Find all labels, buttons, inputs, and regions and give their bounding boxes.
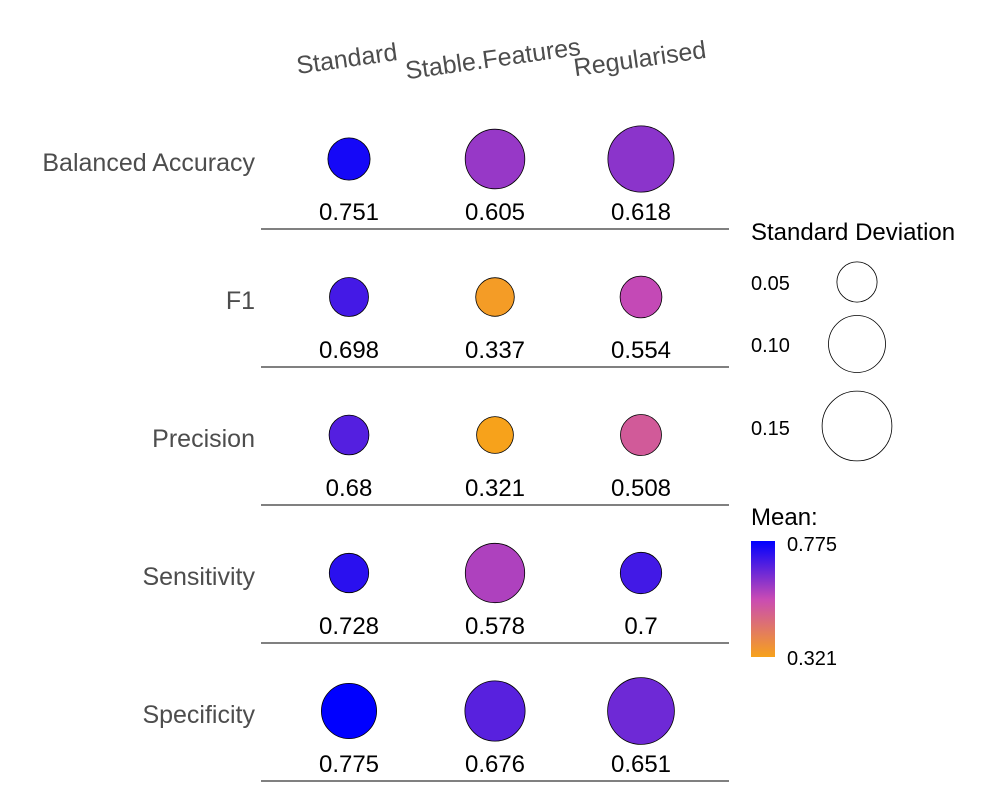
bubble: [620, 414, 662, 456]
bubble: [328, 414, 370, 456]
color-legend-title: Mean:: [751, 504, 818, 531]
size-legend-circle: [828, 315, 886, 373]
bubble: [327, 137, 371, 181]
row-label: F1: [226, 287, 255, 315]
value-label: 0.554: [611, 337, 671, 364]
value-label: 0.605: [465, 199, 525, 226]
row-label: Precision: [152, 425, 255, 453]
value-label: 0.698: [319, 337, 379, 364]
value-label: 0.7: [624, 613, 657, 640]
size-legend-circle: [836, 261, 878, 303]
value-label: 0.651: [611, 751, 671, 778]
size-legend-circle: [821, 390, 893, 462]
bubble: [464, 680, 526, 742]
bubble: [607, 125, 675, 193]
size-legend: Standard Deviation 0.05 0.10 0.15: [751, 219, 955, 462]
value-label: 0.337: [465, 337, 525, 364]
rows-layer: Balanced Accuracy 0.751 0.605 0.618 F1 0.698 0…: [42, 125, 729, 782]
value-label: 0.618: [611, 199, 671, 226]
bubble: [607, 677, 675, 745]
value-label: 0.321: [465, 475, 525, 502]
value-label: 0.728: [319, 613, 379, 640]
row-label: Sensitivity: [142, 563, 255, 591]
size-legend-label: 0.10: [751, 335, 790, 357]
row-label: Specificity: [142, 701, 255, 729]
bubble: [329, 277, 369, 317]
size-legend-label: 0.05: [751, 273, 790, 295]
row-label: Balanced Accuracy: [42, 149, 255, 177]
size-legend-circles: [821, 261, 893, 462]
bubble: [328, 552, 370, 594]
size-legend-label: 0.15: [751, 418, 790, 440]
metric-row: Balanced Accuracy 0.751 0.605 0.618: [42, 125, 729, 230]
bubble: [619, 551, 663, 595]
color-legend-max-label: 0.775: [787, 534, 837, 556]
value-label: 0.751: [319, 199, 379, 226]
color-legend-bar: [751, 541, 775, 657]
metric-row: Specificity 0.775 0.676 0.651: [142, 677, 729, 782]
bubble: [464, 542, 526, 604]
value-label: 0.775: [319, 751, 379, 778]
column-labels: Standard Stable.Features Regularised: [295, 33, 708, 85]
value-label: 0.676: [465, 751, 525, 778]
metric-row: F1 0.698 0.337 0.554: [226, 275, 729, 368]
value-label: 0.68: [326, 475, 373, 502]
column-label: Standard: [295, 38, 399, 80]
bubble: [464, 128, 526, 190]
size-legend-title: Standard Deviation: [751, 219, 955, 246]
metric-row: Precision 0.68 0.321 0.508: [152, 414, 729, 506]
metric-row: Sensitivity 0.728 0.578 0.7: [142, 542, 729, 644]
bubble: [619, 275, 663, 319]
value-label: 0.578: [465, 613, 525, 640]
column-label: Stable.Features: [404, 33, 583, 85]
value-label: 0.508: [611, 475, 671, 502]
color-legend-min-label: 0.321: [787, 648, 837, 670]
bubble: [476, 416, 514, 454]
column-label: Regularised: [572, 36, 708, 82]
bubble: [320, 683, 377, 740]
color-legend: Mean: 0.775 0.321: [751, 504, 837, 670]
bubble: [475, 277, 515, 317]
